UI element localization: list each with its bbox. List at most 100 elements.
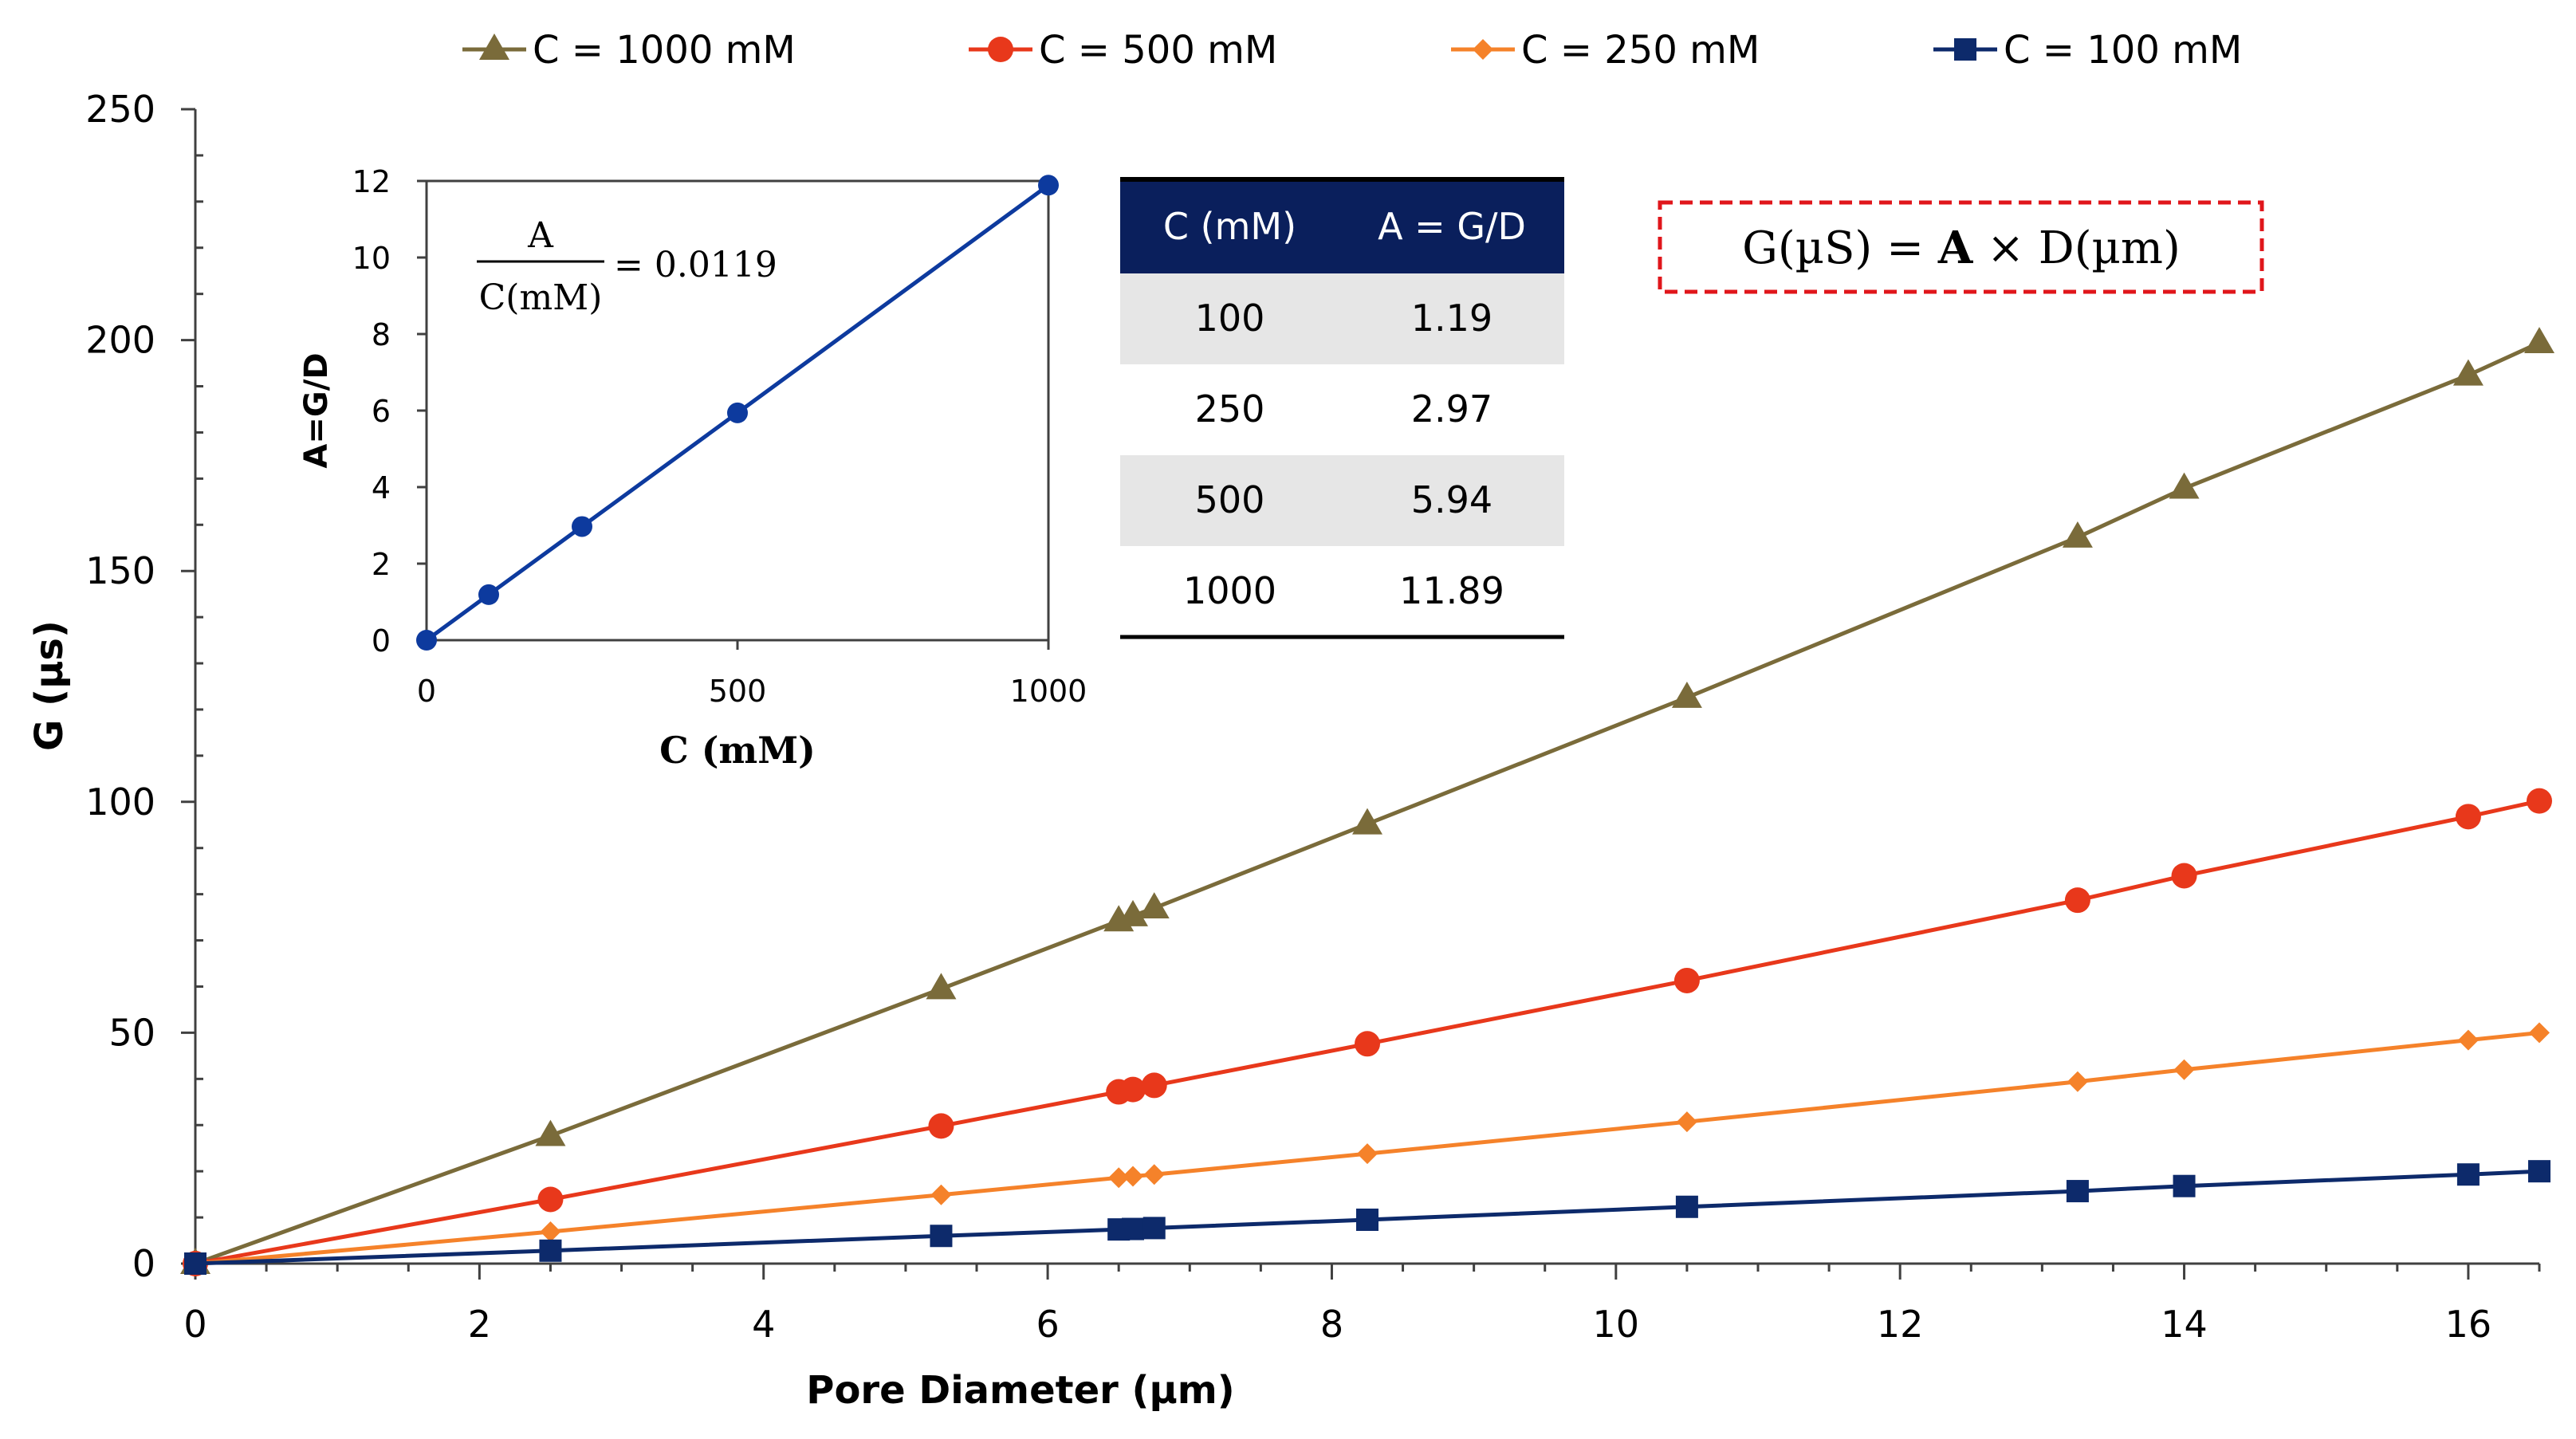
y-tick-label: 150 [85,549,155,592]
annotation-denominator: C(mM) [479,277,603,318]
inset-y-tick-label: 2 [372,547,391,582]
x-tick-label: 2 [468,1303,491,1346]
data-point [1676,1111,1697,1133]
table-cell: 1.19 [1411,297,1493,340]
inset-x-tick-label: 0 [417,674,436,709]
series-2 [185,1022,2550,1274]
x-tick-label: 16 [2445,1303,2492,1346]
data-point [1355,1031,1380,1057]
data-point [930,1184,952,1205]
legend-label: C = 1000 mM [533,28,796,73]
table-row-bg [1120,455,1564,546]
data-point [2527,788,2552,814]
inset-x-axis-label: C (mM) [659,729,816,772]
data-point [2173,1174,2196,1197]
equation-border [1658,200,2264,294]
data-point [537,1186,564,1213]
table-header-cell: C (mM) [1163,205,1296,248]
data-point [930,1225,953,1248]
inset-data-point [572,516,592,537]
data-point [2529,1022,2550,1044]
table-cell: 500 [1195,478,1265,521]
legend-entry: C = 100 mM [1933,28,2242,73]
inset-y-tick-label: 12 [352,164,391,199]
data-point [926,973,957,1000]
series-3 [184,1160,2550,1275]
data-point [1141,1072,1167,1099]
table-header-cell: A = G/D [1378,205,1526,248]
data-point [1357,1143,1378,1165]
data-point [2452,359,2484,386]
y-axis-label: G (µs) [27,620,72,751]
series-line [195,799,2540,1266]
inset-data-point [416,630,437,651]
x-axis-label: Pore Diameter (µm) [806,1368,1234,1413]
inset-y-tick-label: 0 [372,623,391,659]
legend-label: C = 500 mM [1039,28,1277,73]
legend-entry: C = 250 mM [1451,28,1760,73]
data-point [1108,1167,1130,1189]
legend-marker [1954,38,1976,61]
table-cell: 2.97 [1411,387,1493,431]
inset-data-point [1038,175,1059,196]
data-point [1120,1076,1146,1103]
data-point [1675,1195,1698,1218]
table-header-bg [1120,182,1564,273]
equation-text: G(µS) = A × D(µm) [1742,222,2181,274]
x-tick-label: 6 [1036,1303,1059,1346]
equation-bold-term: A [1937,222,1974,274]
data-point [539,1239,562,1262]
data-point [1139,892,1170,918]
y-tick-label: 200 [85,319,155,362]
legend-entry: C = 500 mM [969,28,1277,73]
inset-data-point [727,402,748,423]
data-point [2067,1071,2088,1092]
legend: C = 1000 mM C = 500 mM C = 250 mM C = 100 m… [462,28,2242,73]
inset-y-tick-label: 6 [372,394,391,429]
data-point [2528,1160,2550,1183]
y-tick-label: 50 [108,1011,155,1054]
inset-x-tick-label: 1000 [1010,674,1087,709]
data-point [1143,1164,1165,1185]
series-1 [183,788,2552,1276]
data-point [540,1221,561,1243]
data-point [1352,808,1382,835]
annotation-value: = 0.0119 [614,245,777,285]
data-point [2524,327,2554,354]
x-tick-label: 10 [1593,1303,1640,1346]
data-point [928,1113,954,1139]
data-point [184,1252,206,1275]
data-point [1673,967,1700,993]
inset-data-point [478,584,499,605]
data-point [2456,1163,2480,1186]
x-tick-label: 12 [1877,1303,1924,1346]
data-point [2066,1180,2089,1203]
data-point [535,1119,566,1146]
inset-y-tick-label: 4 [372,470,391,505]
legend-marker [479,33,509,60]
inset-plot: 0 2 4 6 8 10 12 0 500 1000 C (mM) A=G/D A C(mM) = 0.01… [298,164,1087,772]
inset-y-tick-label: 10 [352,241,391,276]
data-point [1123,1166,1143,1187]
table-cell: 5.94 [1411,478,1493,521]
inset-x-tick-label: 500 [709,674,767,709]
x-tick-label: 4 [752,1303,775,1346]
table-row-bg [1120,273,1564,364]
inset-y-tick-label: 8 [372,317,391,352]
annotation-numerator: A [527,215,554,256]
data-point [1142,1217,1166,1240]
equation-left: G(µS) = [1742,222,1938,274]
data-point [2171,863,2197,889]
table-cell: 250 [1195,387,1265,431]
table-cell: 1000 [1183,569,1276,612]
legend-marker [1473,39,1493,60]
series-line [195,1169,2540,1266]
data-point [2457,1029,2479,1051]
table-cell: 100 [1195,297,1265,340]
data-point [1122,1217,1144,1240]
equation-box: G(µS) = A × D(µm) [1658,200,2264,294]
table-cell: 11.89 [1399,569,1504,612]
x-tick-label: 8 [1320,1303,1343,1346]
